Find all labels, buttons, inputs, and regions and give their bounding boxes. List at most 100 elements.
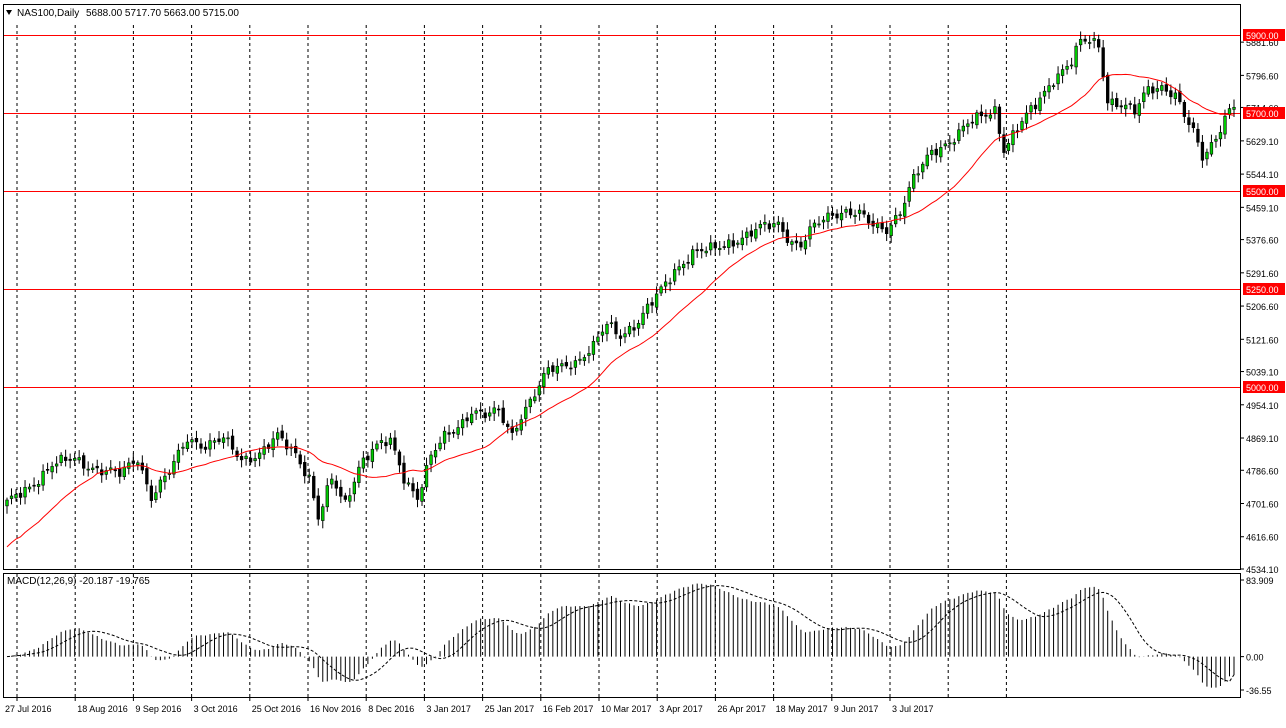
candle-bull (537, 385, 541, 396)
candle-bull (379, 440, 384, 443)
triangle-down-icon[interactable] (6, 10, 12, 15)
candle-bull (790, 241, 794, 245)
candle-bull (9, 495, 14, 499)
candle-bull (839, 212, 844, 221)
candle-bull (776, 221, 781, 225)
candle-bull (50, 466, 54, 473)
candle-bear (145, 468, 149, 485)
candle-bull (591, 341, 596, 355)
candle-bull (1074, 45, 1078, 68)
candle-bull (582, 357, 587, 362)
candle-bull (704, 250, 708, 254)
main-pane-frame (3, 4, 1241, 570)
candle-bear (483, 412, 487, 419)
candle-bear (411, 483, 415, 492)
levels-layer (3, 35, 1240, 388)
candle-bull (321, 506, 325, 521)
candle-bull (352, 481, 357, 495)
y-tick-label: 4701.60 (1246, 500, 1279, 510)
candle-bear (1196, 128, 1200, 143)
level-tag (1243, 381, 1285, 393)
candle-bull (1110, 98, 1114, 106)
candle-bull (36, 483, 41, 487)
candle-bull (957, 129, 961, 141)
candle-bear (695, 249, 699, 252)
candle-bull (226, 437, 230, 440)
y-tick-label: 5796.60 (1246, 71, 1279, 81)
candle-bear (149, 485, 154, 501)
candle-bull (424, 465, 429, 488)
candle-bull (596, 336, 600, 343)
candle-bear (334, 480, 338, 489)
candle-bull (578, 358, 582, 361)
candle-bear (722, 246, 726, 248)
candle-bull (930, 149, 934, 155)
candle-bear (749, 230, 753, 237)
candle-bear (118, 468, 122, 477)
candle-bear (235, 450, 239, 457)
candle-bear (731, 240, 735, 247)
candle-bull (23, 486, 27, 498)
y-tick-label: 5881.60 (1246, 38, 1279, 48)
candle-bull (244, 455, 248, 459)
candle-bear (479, 409, 483, 412)
candle-bear (1002, 134, 1006, 153)
candle-bull (14, 494, 18, 499)
candle-bull (136, 462, 140, 466)
candle-bull (758, 223, 762, 229)
candle-bull (1065, 65, 1069, 70)
candle-bull (262, 446, 266, 455)
y-tick-label: 5544.10 (1246, 170, 1279, 180)
candle-bull (889, 224, 893, 236)
moving-average-line (6, 73, 1235, 548)
candle-bull (853, 214, 857, 217)
candle-bull (456, 427, 460, 435)
candle-bull (821, 219, 826, 223)
candle-bull (1227, 108, 1232, 115)
candle-bull (86, 468, 90, 471)
candle-bear (203, 446, 208, 450)
macd-layer (6, 583, 1235, 688)
candle-bear (384, 442, 388, 447)
candle-bull (388, 437, 393, 445)
candle-bull (916, 173, 920, 176)
candle-bull (271, 438, 275, 450)
y-tick-label: 4616.60 (1246, 533, 1279, 543)
candle-bear (618, 335, 623, 339)
candle-bear (230, 435, 235, 450)
candle-bear (1115, 98, 1119, 108)
candle-bear (32, 484, 36, 487)
candles-layer (5, 31, 1236, 529)
candle-bear (1200, 141, 1205, 161)
candle-bull (1137, 103, 1141, 116)
macd-pane-frame (3, 573, 1241, 698)
candle-bear (1164, 84, 1168, 92)
candle-bull (772, 223, 776, 228)
candle-bear (280, 430, 284, 439)
level-labels-layer: 5900.00 5700.00 5500.00 5250.00 5000.00 (1243, 29, 1285, 393)
candle-bear (465, 417, 469, 422)
candle-bull (1020, 121, 1024, 130)
candle-bull (73, 458, 77, 461)
candle-bull (1146, 86, 1150, 95)
candle-bear (866, 214, 871, 224)
candle-bull (325, 485, 329, 508)
candle-bear (312, 475, 316, 499)
candle-bull (1051, 85, 1056, 88)
candle-bull (524, 406, 528, 419)
x-tick-label: 25 Jan 2017 (485, 704, 535, 714)
candle-bear (501, 407, 505, 423)
candle-bull (77, 457, 81, 461)
candle-bear (1133, 104, 1137, 115)
candle-bull (221, 437, 226, 443)
candle-bull (560, 363, 564, 367)
candle-bear (785, 229, 790, 243)
candle-bull (348, 495, 352, 502)
y-tick-label: 4954.10 (1246, 401, 1279, 411)
candle-bull (158, 479, 163, 493)
candle-bear (884, 227, 889, 235)
candle-bull (370, 448, 375, 462)
candle-bull (330, 478, 334, 485)
